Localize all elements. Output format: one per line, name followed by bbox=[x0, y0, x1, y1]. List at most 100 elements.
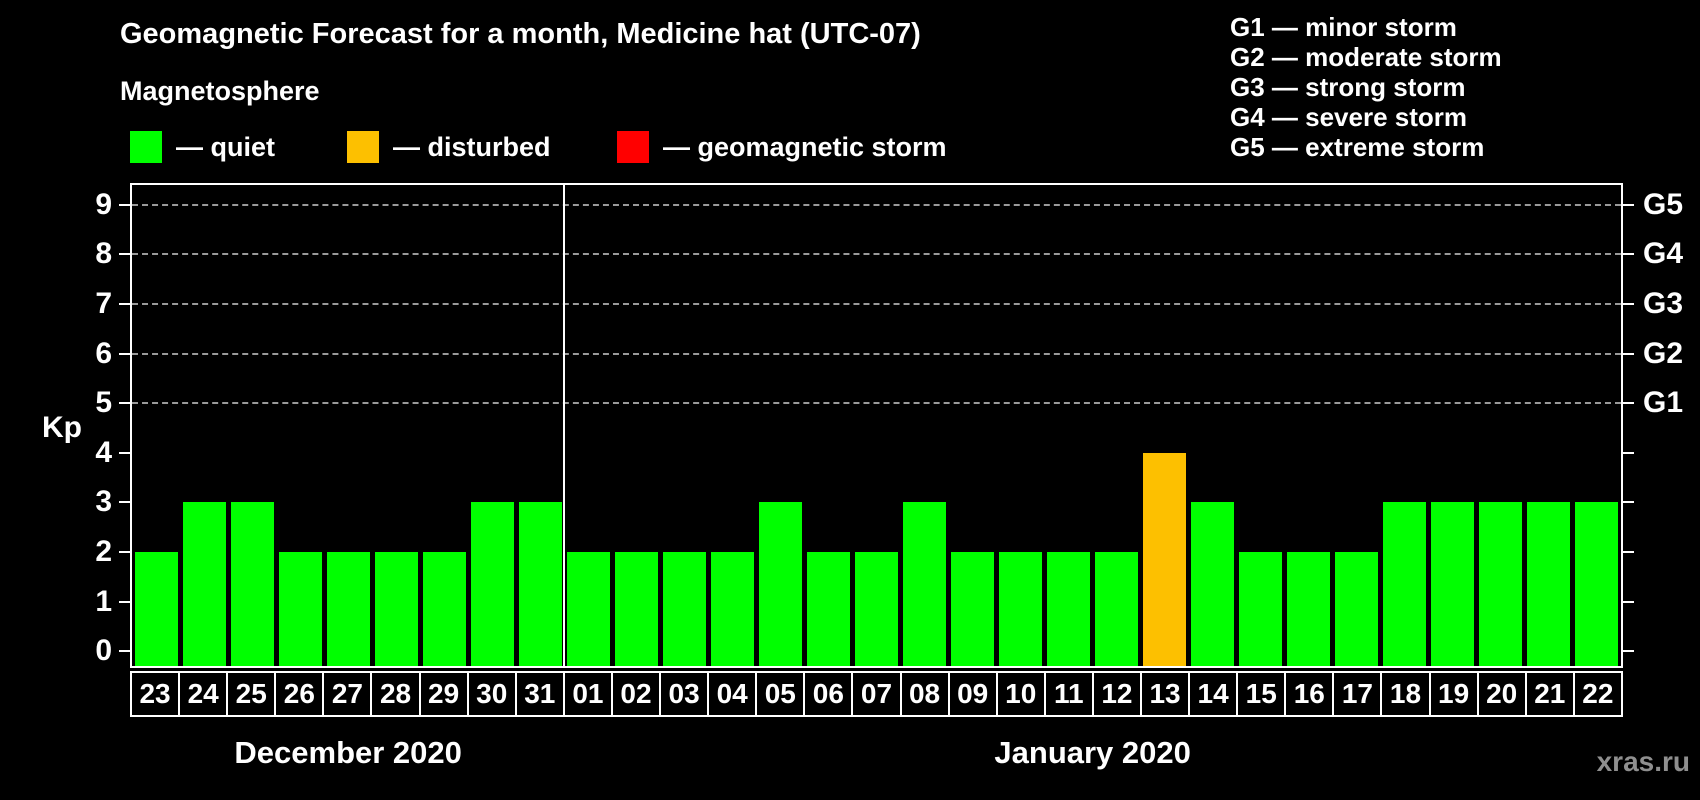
y-axis-tick-right bbox=[1623, 352, 1634, 355]
y-axis-tick-label: 8 bbox=[95, 237, 112, 271]
kp-bar-16 bbox=[1287, 551, 1331, 666]
month-label-january: January 2020 bbox=[994, 735, 1191, 770]
date-cell-04: 04 bbox=[707, 671, 758, 717]
g-scale-legend-item-g4: G4 — severe storm bbox=[1230, 102, 1468, 132]
g-axis-label-g5: G5 bbox=[1643, 187, 1684, 221]
y-axis-tick-left bbox=[119, 501, 130, 504]
y-axis-tick-label: 9 bbox=[95, 187, 112, 221]
gridline-kp6 bbox=[132, 352, 1621, 355]
watermark: xras.ru bbox=[1596, 746, 1690, 777]
kp-bar-01 bbox=[566, 551, 610, 666]
kp-bar-23 bbox=[134, 551, 178, 666]
date-cell-27: 27 bbox=[322, 671, 373, 717]
date-cell-11: 11 bbox=[1043, 671, 1094, 717]
y-axis-tick-label: 1 bbox=[95, 584, 112, 618]
y-axis-tick-left bbox=[119, 402, 130, 405]
g-scale-legend: G1 — minor storm G2 — moderate storm G3 … bbox=[1230, 12, 1502, 162]
kp-bar-09 bbox=[951, 551, 995, 666]
kp-bar-25 bbox=[230, 502, 274, 666]
kp-bar-03 bbox=[662, 551, 706, 666]
date-cell-01: 01 bbox=[562, 671, 613, 717]
y-axis-tick-label: 3 bbox=[95, 485, 112, 519]
date-cell-08: 08 bbox=[899, 671, 950, 717]
month-separator-line bbox=[563, 185, 566, 666]
date-cell-28: 28 bbox=[370, 671, 421, 717]
date-cell-25: 25 bbox=[226, 671, 277, 717]
gridline-kp5 bbox=[132, 402, 1621, 405]
kp-bar-04 bbox=[710, 551, 754, 666]
g-scale-legend-item-g5: G5 — extreme storm bbox=[1230, 132, 1485, 162]
date-cell-06: 06 bbox=[803, 671, 854, 717]
legend-label-storm: — geomagnetic storm bbox=[663, 131, 947, 162]
date-cell-20: 20 bbox=[1476, 671, 1527, 717]
kp-bar-05 bbox=[758, 502, 802, 666]
g-axis-label-g2: G2 bbox=[1643, 336, 1684, 370]
y-axis-tick-label: 5 bbox=[95, 386, 112, 420]
kp-bar-02 bbox=[614, 551, 658, 666]
kp-bar-07 bbox=[854, 551, 898, 666]
date-cell-23: 23 bbox=[130, 671, 181, 717]
date-cell-03: 03 bbox=[659, 671, 710, 717]
y-axis-tick-left bbox=[119, 451, 130, 454]
kp-bar-08 bbox=[903, 502, 947, 666]
y-axis-tick-right bbox=[1623, 650, 1634, 653]
kp-bar-24 bbox=[182, 502, 226, 666]
y-axis-tick-left bbox=[119, 650, 130, 653]
date-cell-14: 14 bbox=[1188, 671, 1239, 717]
legend-item-quiet: — quiet bbox=[130, 131, 275, 163]
legend-label-disturbed: — disturbed bbox=[393, 131, 551, 162]
kp-bar-19 bbox=[1431, 502, 1475, 666]
date-cell-15: 15 bbox=[1236, 671, 1287, 717]
kp-bar-21 bbox=[1527, 502, 1571, 666]
date-cell-16: 16 bbox=[1284, 671, 1335, 717]
chart-title: Geomagnetic Forecast for a month, Medici… bbox=[120, 18, 921, 50]
date-cell-21: 21 bbox=[1524, 671, 1575, 717]
kp-bar-22 bbox=[1575, 502, 1619, 666]
legend-item-storm: — geomagnetic storm bbox=[617, 131, 947, 163]
kp-bar-12 bbox=[1095, 551, 1139, 666]
y-axis-tick-right bbox=[1623, 501, 1634, 504]
y-axis-tick-right bbox=[1623, 203, 1634, 206]
kp-bar-13 bbox=[1143, 452, 1187, 666]
kp-bar-31 bbox=[518, 502, 562, 666]
date-cell-17: 17 bbox=[1332, 671, 1383, 717]
quiet-color-swatch-icon bbox=[130, 131, 162, 163]
y-axis-tick-right bbox=[1623, 451, 1634, 454]
legend-item-disturbed: — disturbed bbox=[347, 131, 551, 163]
y-axis-tick-label: 2 bbox=[95, 534, 112, 568]
kp-bar-28 bbox=[374, 551, 418, 666]
g-axis-label-g3: G3 bbox=[1643, 287, 1684, 320]
date-cell-02: 02 bbox=[610, 671, 662, 717]
kp-bar-15 bbox=[1239, 551, 1283, 666]
kp-bar-11 bbox=[1047, 551, 1091, 666]
date-cell-19: 19 bbox=[1428, 671, 1479, 717]
date-cell-24: 24 bbox=[178, 671, 229, 717]
y-axis-tick-right bbox=[1623, 253, 1634, 256]
kp-bar-17 bbox=[1335, 551, 1379, 666]
storm-color-swatch-icon bbox=[617, 131, 649, 163]
kp-bar-26 bbox=[278, 551, 322, 666]
g-scale-legend-item-g2: G2 — moderate storm bbox=[1230, 42, 1502, 72]
month-label-december: December 2020 bbox=[234, 735, 462, 770]
kp-bar-20 bbox=[1479, 502, 1523, 666]
y-axis-tick-left bbox=[119, 253, 130, 256]
gridline-kp8 bbox=[132, 253, 1621, 256]
magnetosphere-label: Magnetosphere bbox=[120, 76, 320, 106]
y-axis-tick-right bbox=[1623, 600, 1634, 603]
kp-bar-10 bbox=[999, 551, 1043, 666]
legend-label-quiet: — quiet bbox=[176, 131, 275, 162]
date-cell-05: 05 bbox=[755, 671, 806, 717]
y-axis-tick-right bbox=[1623, 550, 1634, 553]
y-axis-title: Kp bbox=[42, 410, 82, 444]
y-axis-tick-left bbox=[119, 203, 130, 206]
date-cell-29: 29 bbox=[418, 671, 469, 717]
y-axis-tick-label: 4 bbox=[95, 435, 112, 469]
date-cell-18: 18 bbox=[1380, 671, 1431, 717]
date-axis-row: 23 24 25 26 27 28 29 30 31 01 02 03 04 05 06 07 08 09 10 11… bbox=[130, 671, 1623, 717]
g-axis-label-g1: G1 bbox=[1643, 386, 1684, 420]
date-cell-31: 31 bbox=[514, 671, 565, 717]
date-cell-22: 22 bbox=[1572, 671, 1623, 717]
date-cell-12: 12 bbox=[1091, 671, 1142, 717]
y-axis-tick-left bbox=[119, 600, 130, 603]
